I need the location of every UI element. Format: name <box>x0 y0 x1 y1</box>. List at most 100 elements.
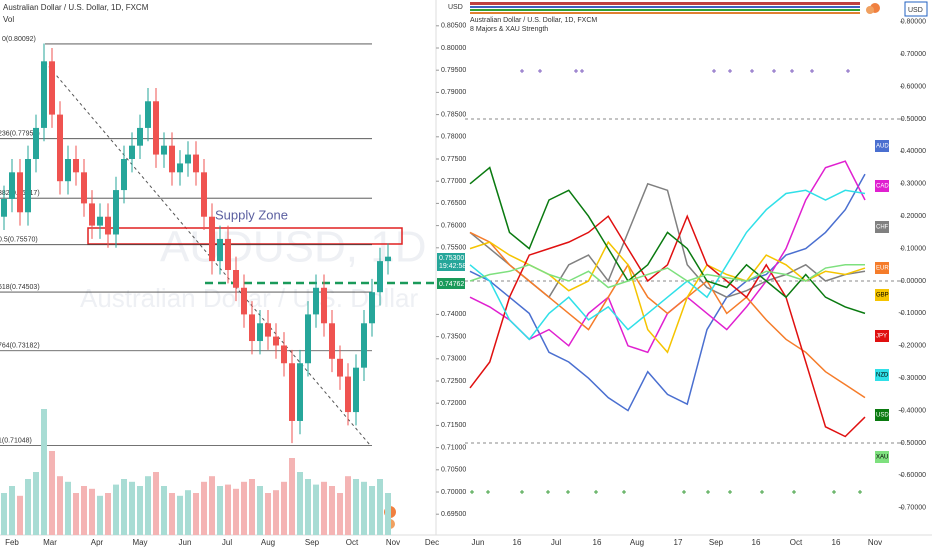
fib-label: 0(0.80092) <box>2 36 36 43</box>
candle-body <box>337 358 343 377</box>
strength-tick-label: -0.30000 <box>898 375 926 382</box>
fib-label: 0.5(0.75570) <box>0 237 38 244</box>
candle-body <box>305 314 311 364</box>
strength-tick-label: -0.20000 <box>898 343 926 350</box>
strength-line <box>469 231 866 399</box>
price-tick-label: 0.71500 <box>441 422 466 429</box>
watermark-sub: Australian Dollar / U.S. Dollar <box>80 283 418 313</box>
volume-bar <box>73 493 79 535</box>
price-tick-label: 0.70500 <box>441 467 466 474</box>
volume-bar <box>241 481 247 535</box>
candle-body <box>97 216 103 226</box>
volume-bar <box>361 481 367 535</box>
price-tick-label: 0.80500 <box>441 23 466 30</box>
candle-body <box>377 261 383 293</box>
candle-body <box>153 101 159 155</box>
volume-bar <box>57 476 63 535</box>
price-tick-label: 0.74000 <box>441 311 466 318</box>
currency-label: JPY <box>876 334 887 340</box>
volume-bar <box>41 409 47 535</box>
price-tick-label: 0.76000 <box>441 222 466 229</box>
candle-body <box>369 292 375 324</box>
strength-tick-label: 0.50000 <box>901 116 926 123</box>
candle-body <box>113 190 119 235</box>
volume-bar <box>105 493 111 535</box>
strength-tick-label: 0.10000 <box>901 245 926 252</box>
volume-bar <box>113 484 119 535</box>
price-tick-label: 0.77000 <box>441 178 466 185</box>
price-tick-label: 0.78000 <box>441 134 466 141</box>
candle-body <box>121 159 127 191</box>
time-label: Oct <box>346 538 359 547</box>
price-tick-label: 0.71000 <box>441 444 466 451</box>
volume-bar <box>321 481 327 535</box>
currency-tag <box>875 451 889 463</box>
candle-body <box>137 127 143 146</box>
volume-bar <box>9 486 15 535</box>
volume-bar <box>129 481 135 535</box>
time-label: Nov <box>868 538 882 547</box>
volume-bar <box>281 481 287 535</box>
strength-tick-label: -0.10000 <box>898 310 926 317</box>
volume-bar <box>249 479 255 535</box>
candle-body <box>169 145 175 173</box>
volume-bar <box>353 479 359 535</box>
candle-body <box>241 287 247 315</box>
candle-body <box>33 127 39 159</box>
right-header: Australian Dollar / U.S. Dollar, 1D, FXC… <box>470 17 597 24</box>
time-label: Apr <box>91 538 104 547</box>
strength-tick-label: 0.70000 <box>901 51 926 58</box>
candle-body <box>65 159 71 182</box>
candle-body <box>185 154 191 164</box>
candle-body <box>273 336 279 346</box>
strength-tick-label: 0.30000 <box>901 181 926 188</box>
strength-line <box>469 263 865 289</box>
candle-body <box>9 172 15 199</box>
candle-body <box>209 216 215 262</box>
strength-tick-label: -0.40000 <box>898 407 926 414</box>
price-tick-label: 0.72000 <box>441 400 466 407</box>
candle-body <box>361 323 367 368</box>
fib-label: 764(0.73182) <box>0 343 40 350</box>
candle-body <box>345 376 351 413</box>
candle-body <box>257 323 263 342</box>
candle-body <box>57 114 63 182</box>
candle-body <box>313 287 319 315</box>
currency-label: NZD <box>876 373 889 379</box>
volume-bar <box>49 451 55 535</box>
watermark: AUDUSD, 1D <box>160 223 427 272</box>
time-label: 16 <box>752 538 761 547</box>
currency-label: USD <box>876 413 889 419</box>
currency-label: AUD <box>876 144 889 150</box>
volume-bar <box>25 479 31 535</box>
candle-body <box>265 323 271 337</box>
currency-label: EUR <box>876 266 889 272</box>
price-tick-label: 0.77500 <box>441 156 466 163</box>
volume-bar <box>329 486 335 535</box>
candle-body <box>249 314 255 342</box>
strength-tick-label: 0.60000 <box>901 83 926 90</box>
candle-body <box>225 238 231 270</box>
currency-label: CHF <box>876 225 889 231</box>
currency-tag <box>875 289 889 301</box>
candle-body <box>385 256 391 262</box>
volume-bar <box>233 488 239 535</box>
time-label: Oct <box>790 538 803 547</box>
indicator-name: 8 Majors & XAU Strength <box>470 26 548 33</box>
volume-bar <box>65 481 71 535</box>
volume-bar <box>97 495 103 535</box>
currency-badge[interactable] <box>904 1 928 17</box>
volume-bar <box>201 481 207 535</box>
volume-bar <box>17 495 23 535</box>
time-label: Aug <box>261 538 275 547</box>
last-price-tag <box>437 253 465 271</box>
price-tick-label: 0.70000 <box>441 489 466 496</box>
price-tick-label: 0.73500 <box>441 333 466 340</box>
candle-body <box>17 172 23 213</box>
volume-bar <box>313 484 319 535</box>
time-label: 17 <box>674 538 683 547</box>
volume-bar <box>169 493 175 535</box>
candle-body <box>281 345 287 364</box>
countdown: 19:42:58 <box>439 263 466 270</box>
